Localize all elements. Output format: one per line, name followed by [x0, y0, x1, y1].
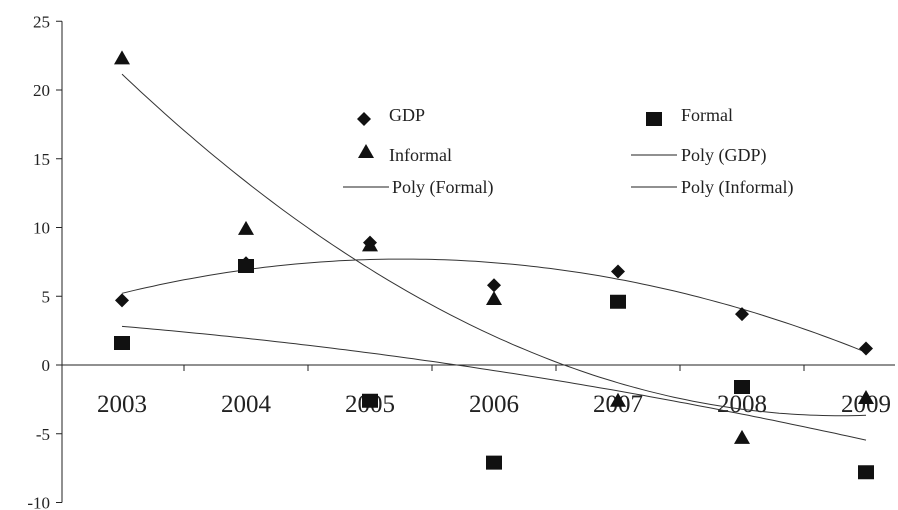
trendline-formal [121, 325, 867, 441]
informal-point-2008 [734, 429, 750, 444]
gdp-point-2008 [735, 307, 749, 322]
formal-point-2004 [238, 259, 254, 273]
informal-point-2009 [858, 390, 874, 404]
informal-point-2007 [610, 392, 626, 407]
x-tick-label: 2006 [469, 391, 519, 418]
y-tick-label: 5 [42, 287, 51, 306]
legend-informal-marker [358, 144, 374, 158]
informal-point-2005 [362, 237, 378, 252]
x-tick-label: 2004 [221, 391, 272, 418]
y-tick-label: 0 [42, 356, 51, 375]
y-tick-label: -10 [27, 494, 50, 510]
x-tick-label: 2008 [717, 391, 767, 418]
formal-point-2003 [114, 336, 130, 350]
legend-gdp-label: GDP [389, 105, 425, 125]
formal-point-2007 [610, 294, 626, 309]
informal-point-2004 [238, 220, 254, 235]
legend-formal-label: Formal [681, 105, 733, 125]
formal-point-2008 [734, 380, 750, 394]
y-tick-label: 20 [33, 81, 50, 100]
axes: -10-505101520252003200420052006200720082… [27, 12, 895, 510]
informal-point-2006 [486, 291, 502, 305]
legend-poly-gdp-label: Poly (GDP) [681, 145, 767, 166]
y-tick-label: 15 [33, 150, 50, 169]
informal-point-2003 [114, 50, 130, 65]
gdp-point-2006 [487, 278, 501, 293]
gdp-point-2007 [611, 264, 625, 279]
y-tick-label: -5 [36, 425, 50, 444]
y-tick-label: 10 [33, 219, 50, 238]
y-tick-label: 25 [33, 12, 50, 31]
data-points [114, 50, 874, 480]
legend-formal-marker [646, 112, 662, 126]
formal-point-2009 [858, 465, 874, 480]
legend-gdp-marker [357, 112, 371, 126]
gdp-point-2003 [115, 293, 129, 308]
trendline-gdp [121, 258, 867, 353]
legend-poly-informal-label: Poly (Informal) [681, 177, 793, 198]
legend: GDP Formal Informal Poly (GDP) Poly (For… [343, 105, 793, 198]
x-tick-label: 2003 [97, 391, 147, 418]
formal-point-2005 [362, 393, 378, 408]
trendlines [121, 73, 867, 441]
legend-poly-formal-label: Poly (Formal) [392, 177, 494, 198]
formal-point-2006 [486, 455, 502, 470]
gdp-point-2009 [859, 341, 873, 356]
legend-informal-label: Informal [389, 145, 452, 165]
trendline-informal [121, 73, 867, 417]
